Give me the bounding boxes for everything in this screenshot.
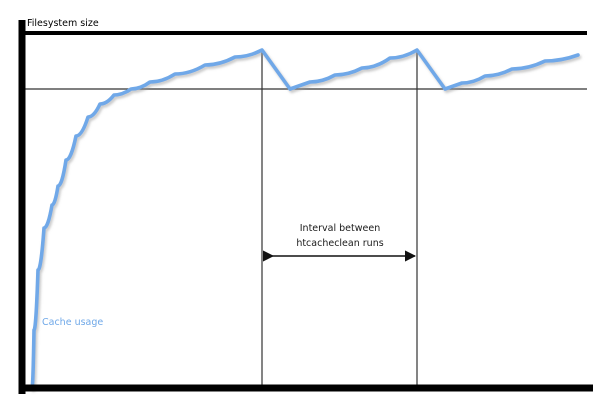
cache-usage-curve-group: [30, 48, 580, 390]
cache-usage-curve: [30, 48, 580, 390]
cache-usage-label: Cache usage: [42, 317, 103, 328]
interval-annotation-line1: Interval between: [300, 223, 380, 234]
interval-annotation-line2: htcacheclean runs: [296, 238, 383, 249]
filesystem-size-label: Filesystem size: [27, 18, 99, 29]
